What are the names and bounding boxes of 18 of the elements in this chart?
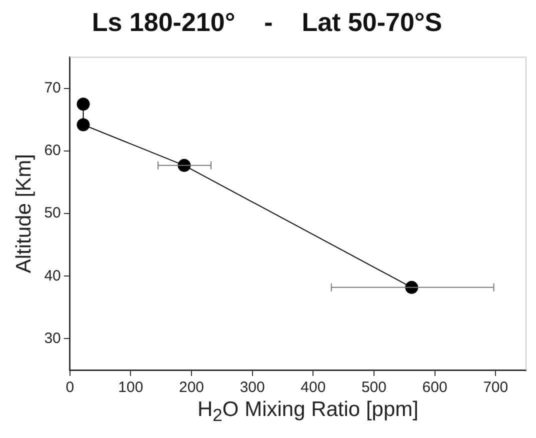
x-tick-label: 700 <box>483 379 508 396</box>
chart-title: Ls 180-210° - Lat 50-70°S <box>92 6 442 37</box>
y-tick-label: 30 <box>44 330 61 347</box>
x-tick-label: 600 <box>422 379 448 396</box>
y-axis-title: Altitude [Km] <box>12 154 36 274</box>
y-tick-label: 70 <box>44 80 61 97</box>
point <box>76 98 90 111</box>
y-tick-label: 60 <box>44 142 61 160</box>
x-tick-label: 200 <box>179 379 204 396</box>
y-tick-label: 40 <box>44 267 61 284</box>
x-tick-label: 300 <box>240 379 265 396</box>
x-tick-label: 400 <box>300 379 326 396</box>
x-tick-label: 100 <box>118 379 144 396</box>
x-axis-title: H$_{2}$O Mixing Ratio [ppm] <box>196 398 420 426</box>
y-tick-label: 50 <box>44 204 61 222</box>
point <box>76 118 90 132</box>
x-tick-label: 500 <box>361 379 386 396</box>
x-tick-label: 0 <box>66 379 74 396</box>
